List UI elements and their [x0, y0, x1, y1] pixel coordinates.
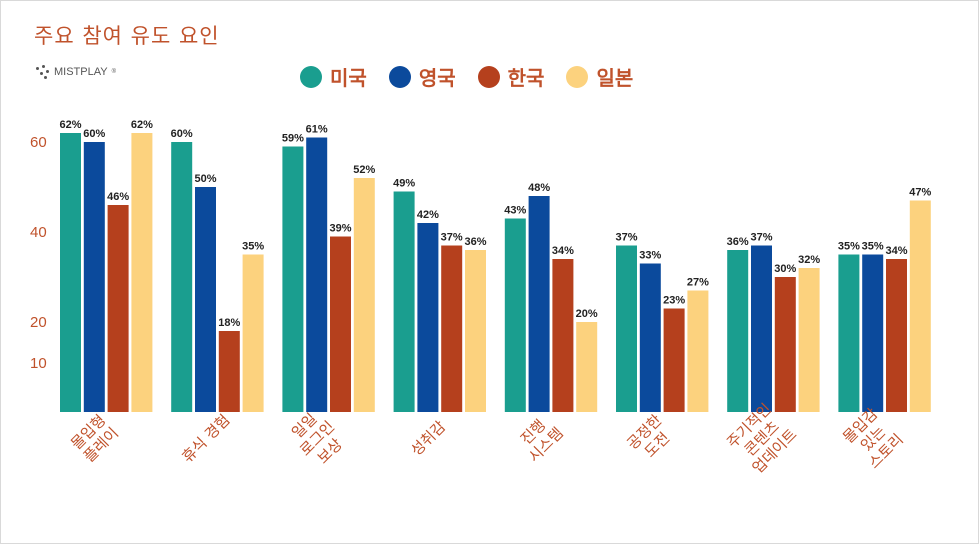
- data-label-2-4: 34%: [552, 245, 574, 257]
- data-label-2-3: 37%: [441, 232, 463, 244]
- data-label-3-4: 20%: [576, 308, 598, 320]
- data-label-1-3: 42%: [417, 209, 439, 221]
- legend-swatch-jp: [566, 65, 589, 88]
- legend-swatch-uk: [388, 65, 411, 88]
- logo-mark-icon: [36, 65, 50, 79]
- data-label-3-2: 52%: [353, 164, 375, 176]
- y-tick-label-0: 10: [30, 355, 47, 372]
- bar-2-4: [552, 259, 574, 412]
- bar-1-5: [639, 263, 661, 412]
- bar-1-6: [751, 245, 772, 412]
- data-label-2-0: 46%: [107, 191, 129, 203]
- data-label-0-3: 49%: [393, 178, 415, 190]
- data-label-1-5: 33%: [639, 250, 661, 262]
- y-tick-label-3: 60: [30, 134, 47, 151]
- bar-3-6: [798, 268, 820, 412]
- data-label-3-0: 62%: [131, 119, 153, 131]
- data-label-1-0: 60%: [83, 128, 105, 140]
- bar-1-0: [83, 142, 105, 412]
- legend-label-jp: 일본: [596, 66, 634, 90]
- bar-1-1: [195, 187, 216, 412]
- data-label-0-5: 37%: [615, 232, 637, 244]
- bar-0-0: [60, 133, 81, 412]
- data-label-2-6: 30%: [774, 263, 796, 275]
- bar-3-1: [242, 254, 264, 412]
- bar-1-7: [862, 254, 884, 412]
- logo-text: MISTPLAY: [54, 66, 108, 78]
- legend-label-uk: 영국: [418, 66, 456, 90]
- bar-1-4: [528, 196, 550, 412]
- legend-label-kr: 한국: [507, 66, 545, 90]
- bar-2-7: [886, 259, 907, 412]
- category-label-3: 성취감: [407, 417, 449, 459]
- bar-3-7: [909, 200, 931, 412]
- bar-0-2: [282, 146, 304, 412]
- bar-2-2: [330, 236, 351, 412]
- data-label-0-6: 36%: [727, 236, 749, 248]
- data-label-2-2: 39%: [329, 223, 351, 235]
- data-label-2-1: 18%: [218, 317, 240, 329]
- category-label-line-1-0: 휴식 경험: [178, 411, 233, 466]
- bar-0-1: [171, 142, 193, 412]
- bar-3-2: [353, 178, 375, 412]
- data-label-0-1: 60%: [171, 128, 193, 140]
- legend: 미국 영국 한국 일본: [300, 62, 633, 91]
- data-label-3-3: 36%: [464, 236, 486, 248]
- data-label-1-6: 37%: [750, 232, 772, 244]
- data-label-1-2: 61%: [306, 124, 328, 136]
- bar-2-5: [663, 308, 685, 412]
- bar-3-0: [131, 133, 153, 412]
- legend-item-us: 미국: [300, 62, 367, 91]
- bar-3-3: [465, 250, 486, 412]
- bar-3-4: [576, 322, 598, 412]
- bar-1-3: [417, 223, 439, 412]
- bar-2-1: [218, 331, 240, 412]
- legend-label-us: 미국: [330, 66, 367, 90]
- data-label-3-7: 47%: [909, 187, 931, 199]
- bar-0-5: [616, 245, 637, 412]
- legend-item-kr: 한국: [477, 62, 545, 91]
- data-label-3-6: 32%: [798, 254, 820, 266]
- bar-0-7: [838, 254, 860, 412]
- bar-2-6: [774, 277, 796, 412]
- logo-registered-mark: ®: [111, 69, 117, 75]
- bar-3-5: [687, 290, 709, 412]
- category-label-line-3-0: 성취감: [407, 417, 449, 459]
- data-label-3-1: 35%: [242, 241, 264, 253]
- data-label-0-4: 43%: [504, 205, 526, 217]
- bar-0-6: [727, 250, 749, 412]
- legend-swatch-us: [300, 65, 322, 88]
- legend-swatch-kr: [477, 65, 500, 88]
- data-label-0-0: 62%: [59, 119, 81, 131]
- data-label-1-1: 50%: [194, 173, 216, 185]
- chart-title: 주요 참여 유도 요인: [34, 24, 220, 48]
- legend-item-jp: 일본: [566, 62, 633, 91]
- bar-2-0: [107, 205, 129, 412]
- data-label-1-4: 48%: [528, 182, 550, 194]
- y-tick-label-2: 40: [30, 224, 47, 241]
- data-label-0-7: 35%: [838, 241, 860, 253]
- data-label-1-7: 35%: [862, 241, 884, 253]
- bar-0-4: [504, 218, 526, 412]
- data-label-3-5: 27%: [687, 277, 709, 289]
- legend-item-uk: 영국: [388, 62, 456, 91]
- category-label-1: 휴식 경험: [178, 411, 233, 466]
- bar-1-2: [306, 137, 328, 412]
- mistplay-logo: MISTPLAY ®: [36, 65, 116, 79]
- data-label-2-5: 23%: [663, 295, 685, 307]
- bar-0-3: [393, 191, 415, 412]
- data-label-2-7: 34%: [885, 245, 907, 257]
- data-label-0-2: 59%: [282, 133, 304, 145]
- y-tick-label-1: 20: [30, 314, 47, 331]
- bar-2-3: [441, 245, 463, 412]
